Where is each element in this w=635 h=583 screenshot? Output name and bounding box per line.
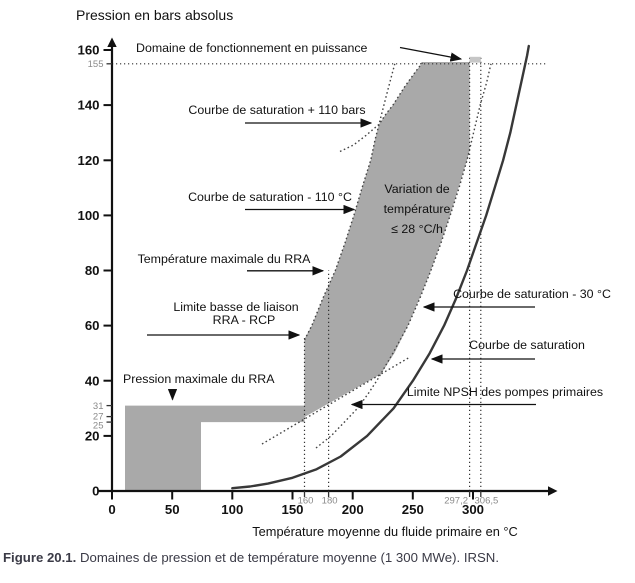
- x-tick-label: 250: [402, 502, 424, 517]
- x-axis-title: Température moyenne du fluide primaire e…: [252, 524, 517, 539]
- x-tick-label: 100: [221, 502, 243, 517]
- x-minor-tick-label: 180: [322, 496, 338, 507]
- x-minor-tick-label: 297,2: [444, 496, 468, 507]
- annotation-sat-minus-30: Courbe de saturation - 30 °C: [453, 287, 611, 301]
- annotation-variation-line2: température: [384, 202, 451, 216]
- y-tick-label: 40: [85, 373, 100, 388]
- annotation-pression-max-rra: Pression maximale du RRA: [123, 372, 275, 386]
- x-tick-label: 50: [165, 502, 180, 517]
- annotation-saturation: Courbe de saturation: [469, 338, 585, 352]
- y-minor-tick-label: 27: [93, 412, 104, 423]
- rra-domain-region: [125, 405, 305, 490]
- annotation-variation-line1: Variation de: [384, 182, 449, 196]
- chart-title: Pression en bars absolus: [76, 7, 233, 23]
- power-operation-marker: [469, 56, 481, 63]
- x-tick-label: 150: [281, 502, 303, 517]
- y-tick-label: 0: [92, 484, 99, 499]
- y-minor-tick-label: 155: [88, 59, 104, 70]
- saturation-plus-110-curve: [339, 61, 424, 153]
- y-tick-label: 60: [85, 318, 100, 333]
- main-operating-region: [304, 62, 470, 417]
- x-tick-label: 300: [462, 502, 484, 517]
- y-tick-label: 140: [77, 98, 99, 113]
- x-minor-tick-label: 306,5: [475, 496, 499, 507]
- x-tick-label: 200: [342, 502, 364, 517]
- y-tick-label: 80: [85, 263, 100, 278]
- npsh-limit-line: [261, 356, 411, 445]
- annotation-limite-basse-line2: RRA - RCP: [213, 313, 276, 327]
- chart-canvas: 160 140 120 100 80 60 40 20 0 155 31 27 …: [76, 7, 611, 539]
- y-tick-label: 20: [85, 429, 100, 444]
- annotation-sat-plus-110: Courbe de saturation + 110 bars: [188, 103, 365, 117]
- figure-caption-text: Domaines de pression et de température m…: [76, 550, 499, 565]
- annotation-domaine-puissance: Domaine de fonctionnement en puissance: [136, 41, 368, 55]
- y-axis-arrowhead-icon: [107, 37, 117, 47]
- annotation-temp-max-rra: Température maximale du RRA: [138, 252, 312, 266]
- annotation-npsh: Limite NPSH des pompes primaires: [407, 385, 603, 399]
- annotation-variation-line3: ≤ 28 °C/h: [391, 222, 443, 236]
- y-tick-label: 100: [77, 208, 99, 223]
- annotation-arrow-domaine: [399, 46, 463, 62]
- annotation-sat-minus-110: Courbe de saturation - 110 °C: [188, 190, 352, 204]
- y-tick-label: 160: [77, 43, 99, 58]
- figure-caption-label: Figure 20.1.: [3, 550, 77, 565]
- y-minor-tick-label: 31: [93, 401, 104, 412]
- x-minor-tick-label: 160: [298, 496, 314, 507]
- x-tick-label: 0: [108, 502, 115, 517]
- y-tick-label: 120: [77, 153, 99, 168]
- x-axis-arrowhead-icon: [548, 486, 558, 496]
- annotation-limite-basse-line1: Limite basse de liaison: [173, 300, 298, 314]
- saturation-curve: [231, 44, 530, 490]
- figure-caption: Figure 20.1. Domaines de pression et de …: [3, 548, 631, 568]
- y-minor-tick-label: 25: [93, 421, 104, 432]
